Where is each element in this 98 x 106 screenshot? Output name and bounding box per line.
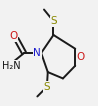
Text: N: N [33, 48, 41, 58]
Text: H₂N: H₂N [1, 61, 20, 71]
Text: O: O [10, 31, 18, 41]
Text: O: O [76, 52, 84, 62]
Text: S: S [44, 82, 50, 92]
Text: S: S [50, 16, 57, 26]
